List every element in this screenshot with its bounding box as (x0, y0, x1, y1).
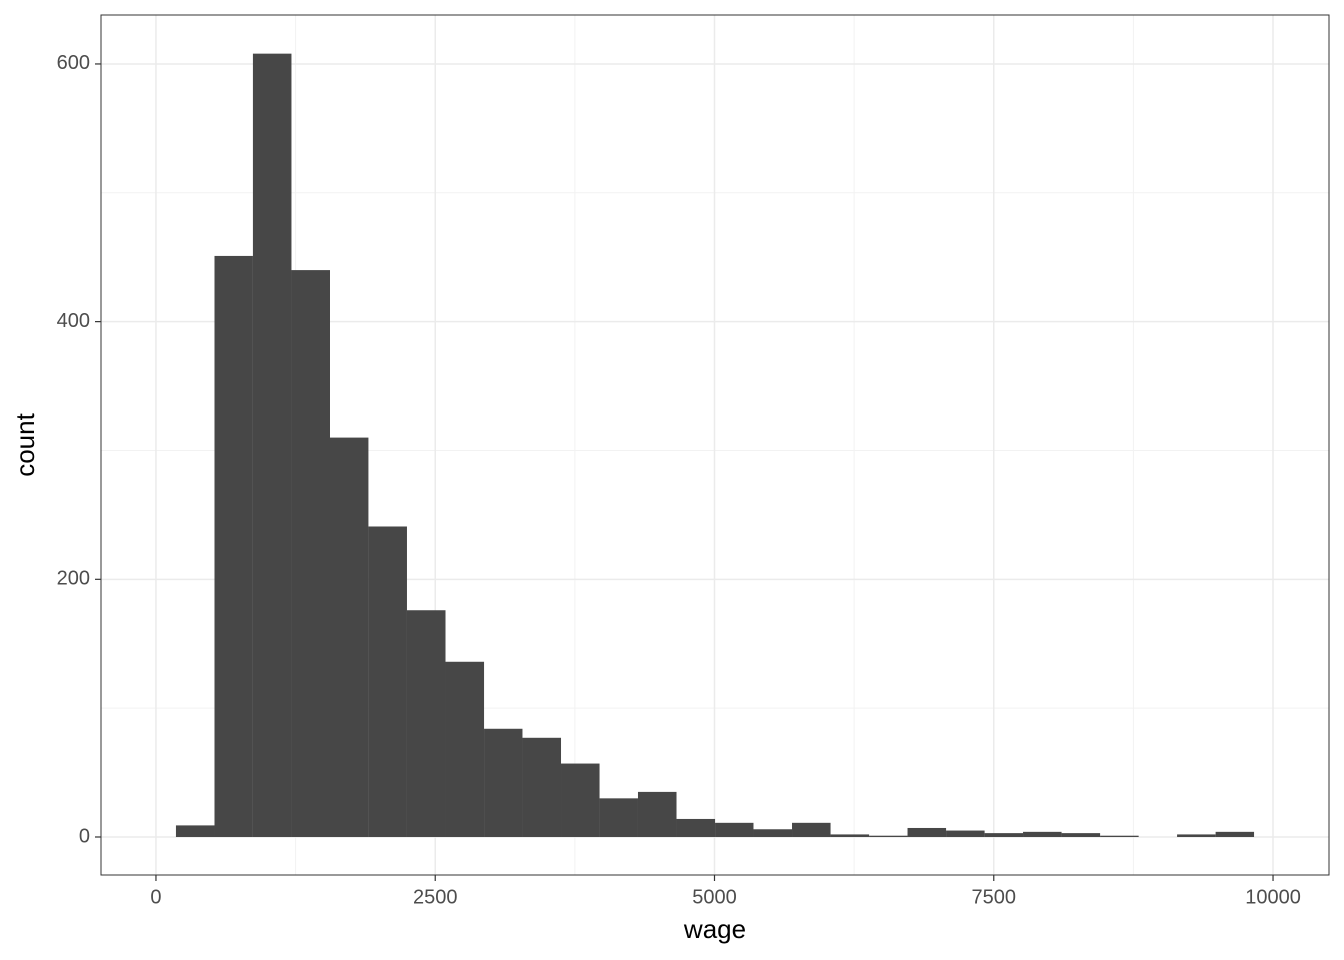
y-tick-label: 400 (57, 310, 90, 332)
x-tick-label: 2500 (413, 886, 458, 908)
bar (406, 610, 446, 837)
y-tick-label: 600 (57, 52, 90, 74)
bar (368, 526, 407, 837)
bar (830, 834, 870, 837)
bar (1100, 835, 1139, 837)
y-axis-title: count (10, 412, 40, 476)
bar (753, 829, 793, 837)
y-tick-label: 0 (79, 825, 90, 847)
x-tick-label: 0 (150, 886, 161, 908)
x-tick-label: 7500 (972, 886, 1017, 908)
x-axis-title: wage (683, 914, 746, 944)
bar (1215, 831, 1255, 837)
bar (522, 737, 562, 837)
bar (1023, 831, 1062, 837)
bar (1177, 834, 1216, 837)
bar (252, 53, 292, 837)
bar (330, 437, 369, 837)
y-tick-label: 200 (57, 568, 90, 590)
x-tick-label: 10000 (1245, 886, 1301, 908)
bar (561, 763, 600, 837)
bar (715, 822, 754, 837)
bar (946, 830, 985, 837)
bar (984, 833, 1024, 837)
bar (637, 791, 677, 837)
panel-border (100, 14, 1330, 876)
bar (214, 255, 253, 837)
bar (676, 818, 716, 837)
x-tick-label: 5000 (692, 886, 737, 908)
bar (792, 822, 831, 837)
bar (445, 661, 485, 837)
bar (291, 270, 331, 837)
bar (599, 798, 638, 837)
bar (869, 835, 908, 837)
bar (1061, 833, 1101, 837)
bar (907, 827, 947, 837)
bar (175, 825, 215, 837)
bar (484, 728, 523, 837)
